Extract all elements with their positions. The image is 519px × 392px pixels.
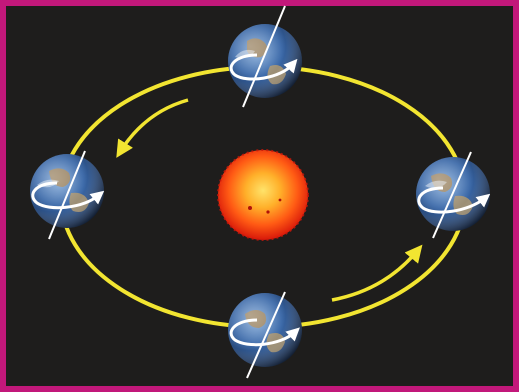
rotation-arrow-icon (229, 318, 300, 347)
axis-line (432, 151, 472, 239)
earth-icon (228, 291, 302, 379)
rotation-arrow-icon (31, 181, 105, 210)
orbit-arrow-icon (331, 244, 423, 302)
rotation-arrow-icon (417, 186, 491, 214)
axis-line (246, 291, 286, 379)
orbit-arrow-icon (116, 98, 189, 158)
axis-line (242, 5, 286, 108)
axis-line (48, 150, 86, 240)
earth-icon (30, 150, 105, 240)
rotation-arrow-icon (229, 53, 298, 81)
earth-icon (416, 151, 491, 239)
earth-icon (228, 5, 302, 108)
sun-icon (217, 149, 309, 241)
